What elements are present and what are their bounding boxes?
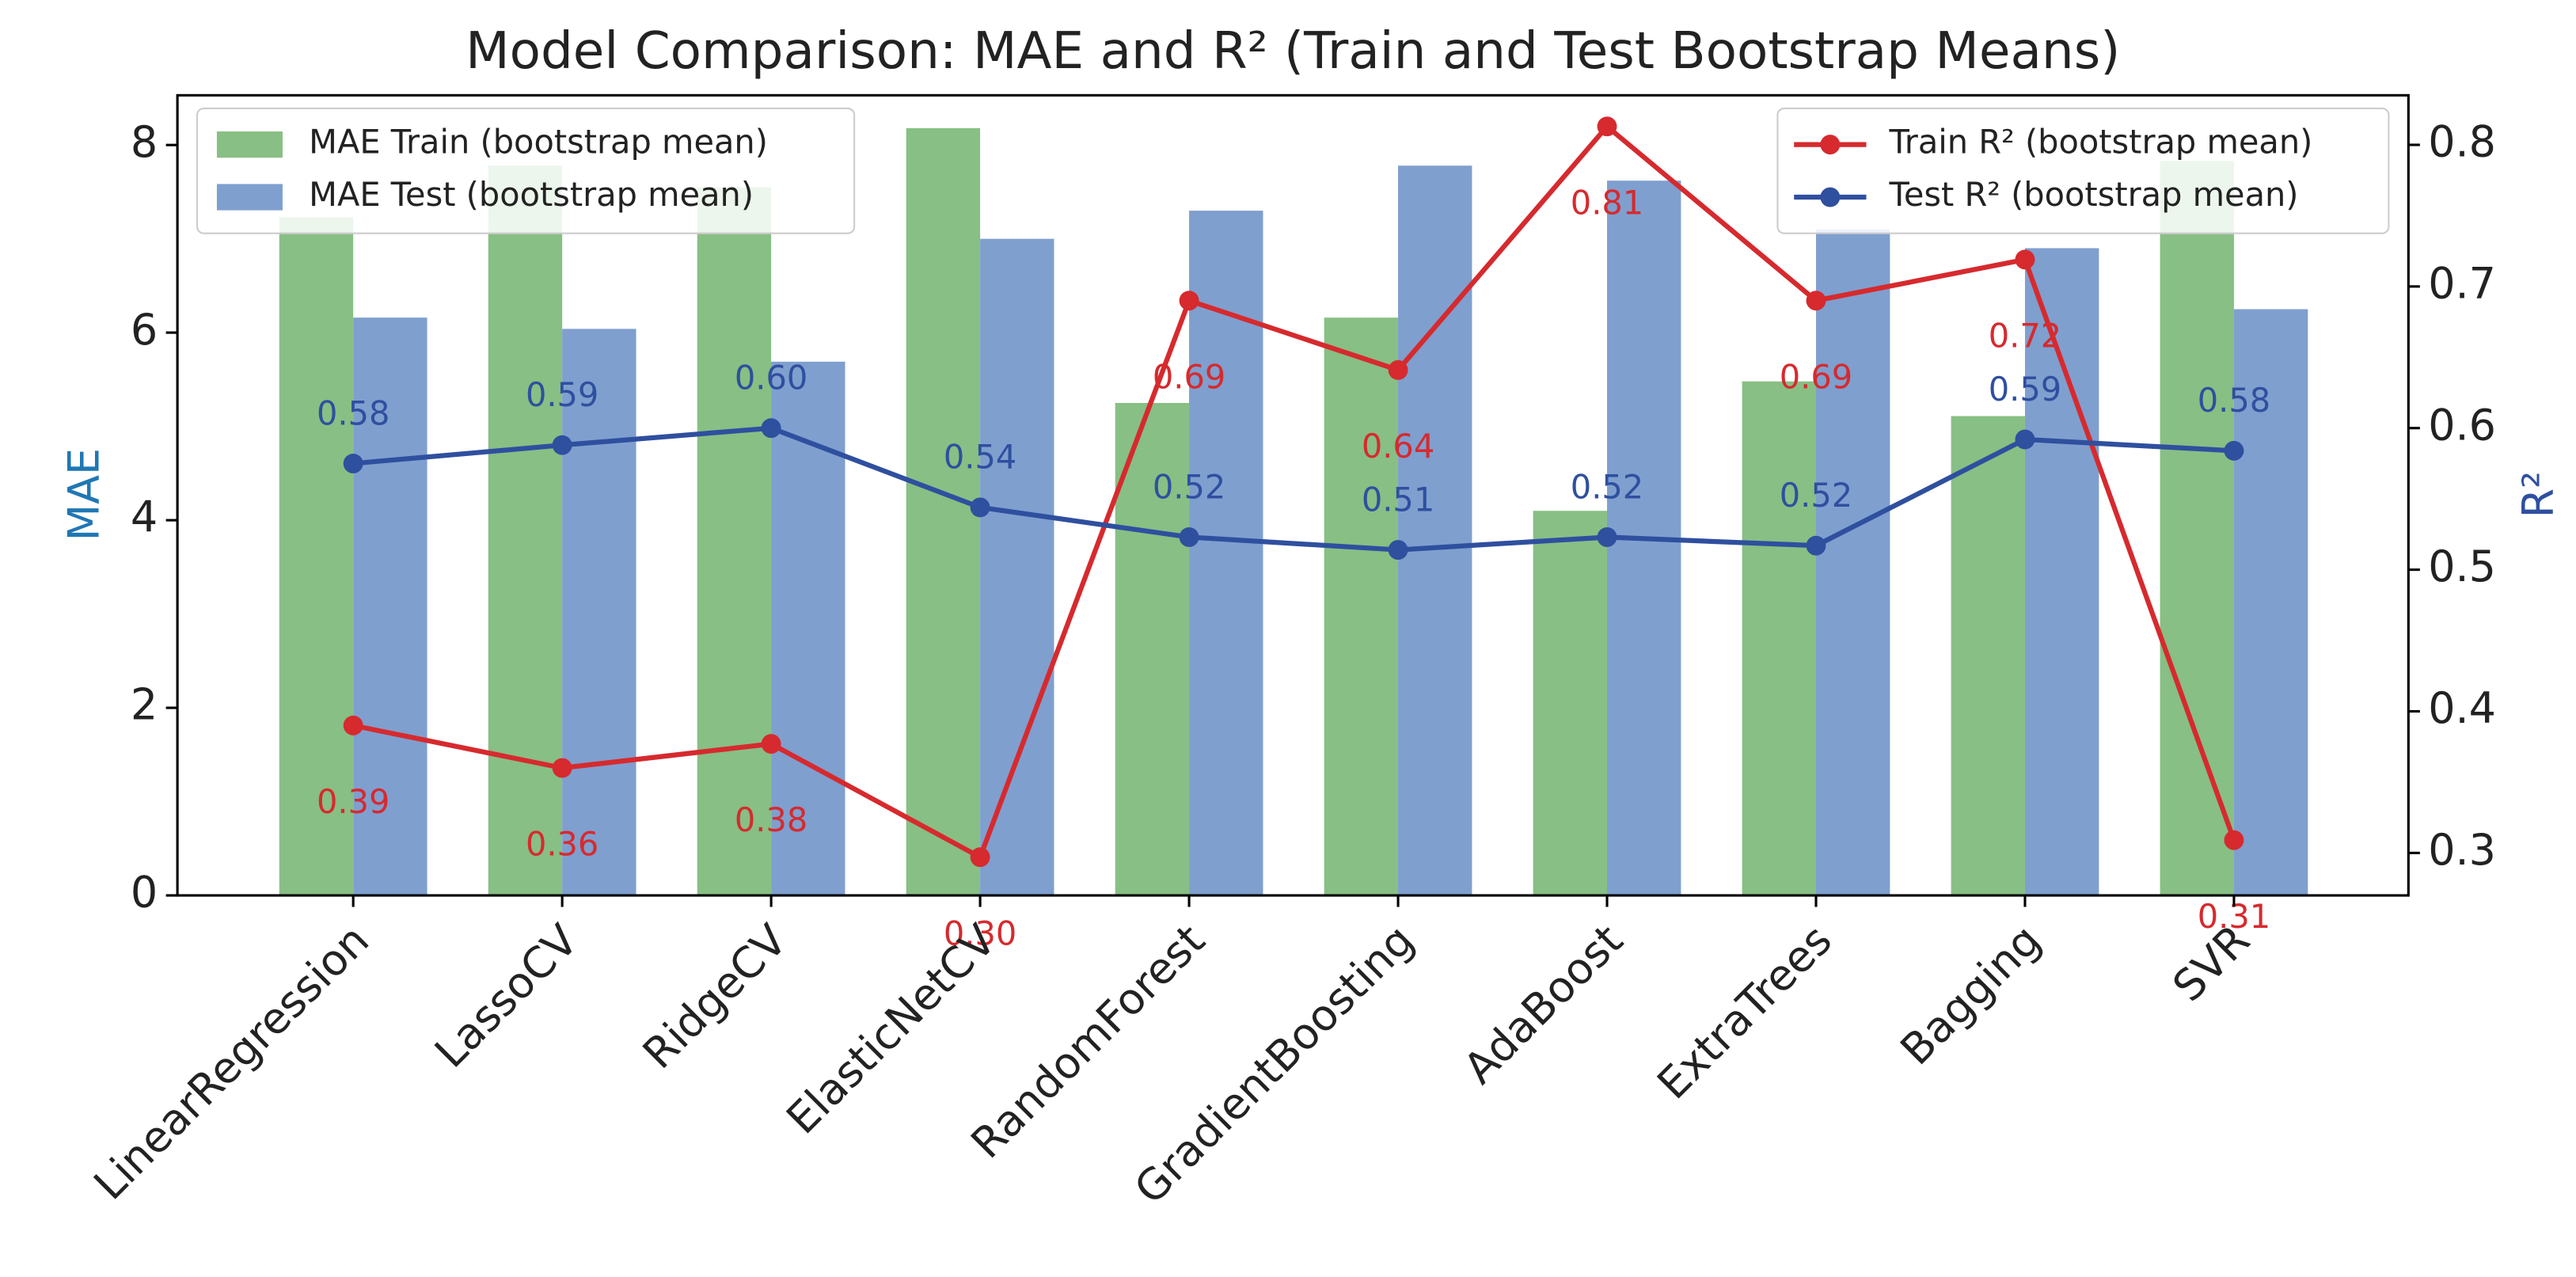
point — [970, 497, 990, 518]
bar — [279, 217, 354, 896]
legend-label: Test R² (bootstrap mean) — [1889, 175, 2299, 214]
legend-label: Train R² (bootstrap mean) — [1889, 123, 2313, 162]
chart-title: Model Comparison: MAE and R² (Train and … — [465, 21, 2120, 81]
bar — [980, 238, 1054, 896]
point — [1179, 527, 1199, 547]
legend-swatch — [216, 184, 283, 211]
y-tick-label: 8 — [131, 117, 158, 167]
bar — [2233, 309, 2308, 896]
bar — [1398, 165, 1472, 896]
point — [1597, 116, 1617, 137]
data-label: 0.52 — [1153, 467, 1225, 506]
point — [970, 847, 990, 868]
point — [1597, 527, 1617, 547]
legend-swatch — [1820, 135, 1841, 155]
data-label: 0.38 — [735, 800, 807, 839]
point — [343, 715, 363, 735]
legend-box — [196, 107, 856, 234]
data-label: 0.30 — [944, 914, 1016, 952]
y-tick-label: 6 — [131, 305, 158, 355]
y2-tick-label: 0.7 — [2428, 258, 2496, 308]
bar — [1115, 402, 1190, 896]
point — [552, 435, 572, 455]
legend-swatch — [216, 131, 283, 158]
y2-tick-label: 0.8 — [2428, 117, 2496, 167]
point — [1388, 359, 1408, 380]
bar — [488, 165, 563, 896]
data-label: 0.58 — [317, 393, 389, 432]
point — [552, 758, 572, 778]
plot-frame — [176, 93, 2410, 897]
data-label: 0.59 — [1989, 370, 2061, 409]
y2-tick-label: 0.3 — [2428, 825, 2496, 875]
y2-axis-label: R² — [2513, 471, 2563, 518]
point — [2224, 440, 2244, 461]
bar — [1951, 416, 2025, 896]
data-label: 0.52 — [1571, 467, 1643, 506]
legend-label: MAE Train (bootstrap mean) — [309, 123, 768, 162]
bar — [1533, 511, 1608, 896]
y-tick-label: 2 — [131, 680, 158, 730]
point — [2015, 429, 2035, 450]
point — [2015, 249, 2035, 270]
data-label: 0.72 — [1989, 316, 2061, 355]
y-tick-label: 4 — [131, 492, 158, 542]
line-series — [352, 425, 2235, 553]
line-series — [352, 123, 2236, 861]
bar — [1742, 381, 1816, 896]
point — [1179, 291, 1199, 311]
bar — [1324, 317, 1399, 896]
bar — [697, 187, 772, 896]
y2-tick-label: 0.4 — [2428, 683, 2496, 733]
y-axis-label: MAE — [59, 448, 109, 542]
y2-tick-label: 0.5 — [2428, 542, 2496, 591]
legend-swatch — [1820, 187, 1841, 207]
data-label: 0.69 — [1153, 357, 1225, 396]
data-label: 0.64 — [1362, 427, 1434, 466]
legend-label: MAE Test (bootstrap mean) — [309, 175, 754, 214]
data-label: 0.81 — [1571, 183, 1643, 222]
data-label: 0.58 — [2198, 381, 2270, 420]
bar — [2160, 161, 2234, 896]
bar — [906, 127, 981, 896]
y-tick-label: 0 — [131, 868, 158, 918]
point — [1806, 291, 1826, 311]
data-label: 0.39 — [317, 782, 389, 821]
bar — [353, 317, 427, 896]
point — [343, 453, 363, 473]
bar — [562, 329, 636, 896]
data-label: 0.54 — [944, 438, 1016, 477]
bar — [1815, 229, 1890, 896]
point — [761, 418, 781, 439]
data-label: 0.52 — [1780, 476, 1852, 515]
data-label: 0.36 — [526, 825, 598, 864]
y2-tick-label: 0.6 — [2428, 400, 2496, 450]
data-label: 0.69 — [1780, 357, 1852, 396]
data-label: 0.59 — [526, 375, 598, 414]
bar — [1189, 211, 1263, 896]
data-label: 0.60 — [735, 359, 807, 397]
point — [1388, 540, 1408, 561]
data-label: 0.51 — [1362, 480, 1434, 519]
legend-box — [1776, 107, 2390, 234]
point — [2224, 830, 2244, 850]
point — [761, 734, 781, 754]
point — [1806, 535, 1826, 556]
